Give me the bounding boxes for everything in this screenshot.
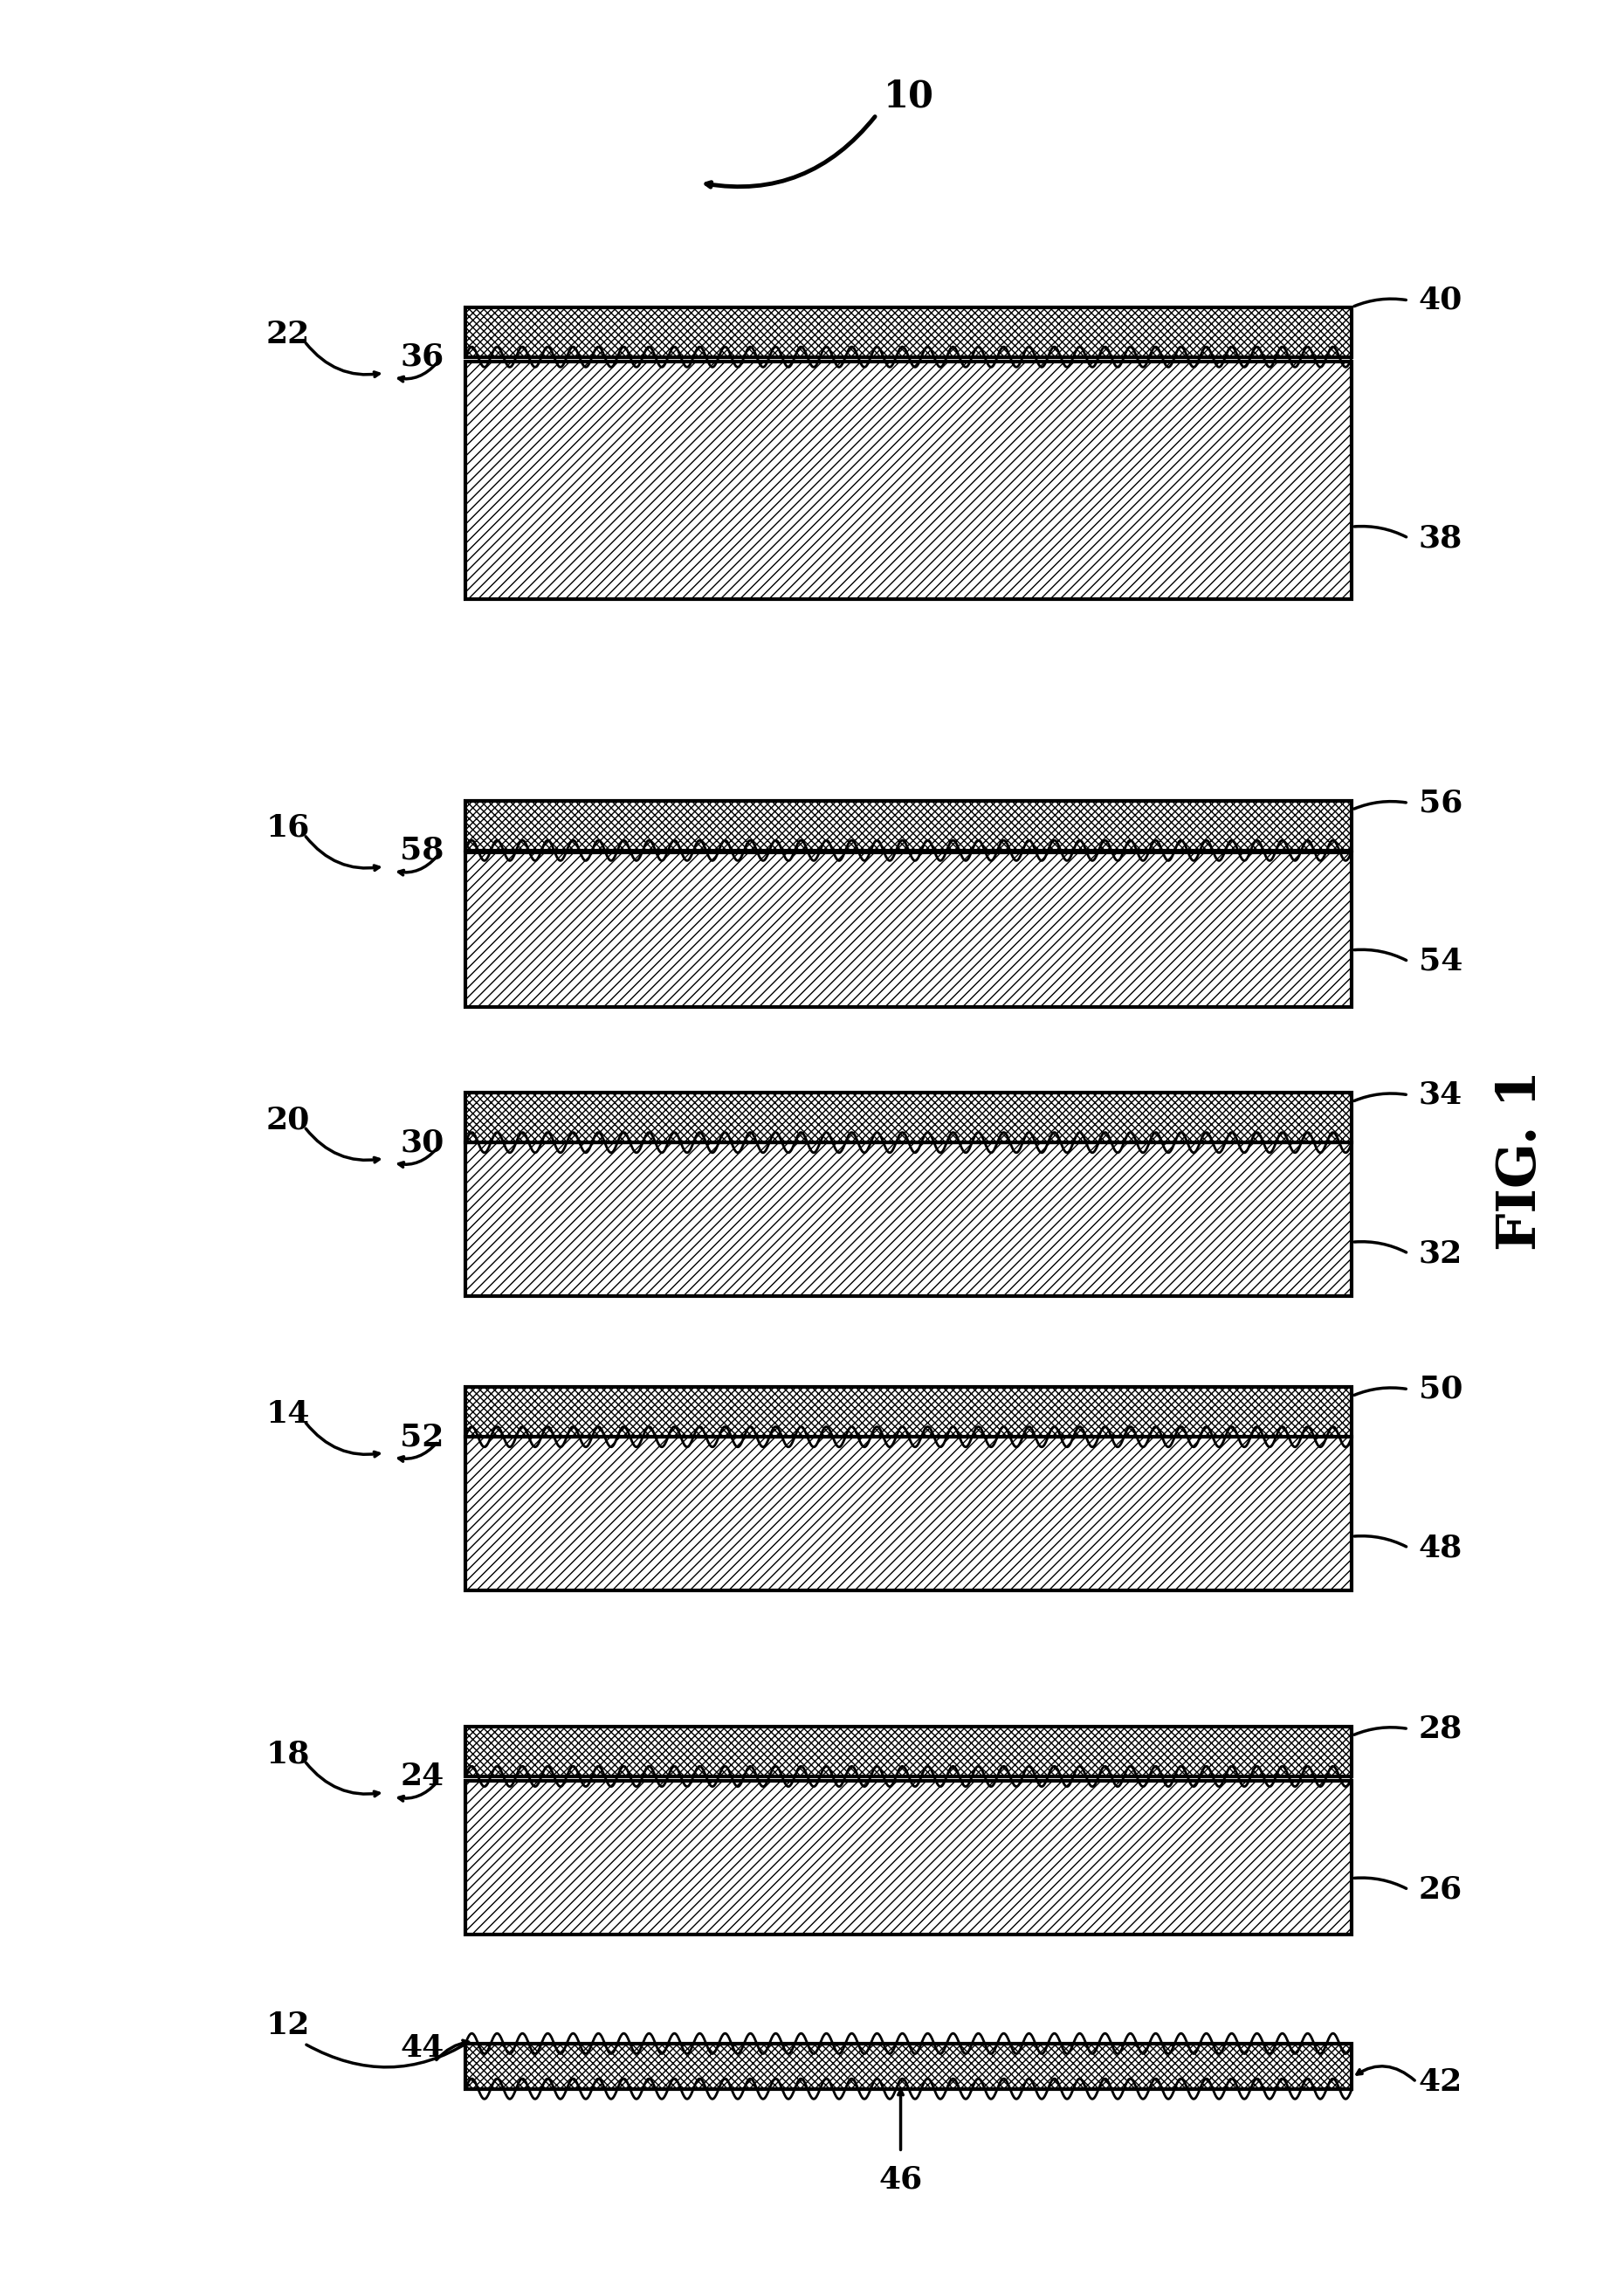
- Text: 38: 38: [1419, 523, 1463, 553]
- Text: 12: 12: [266, 2010, 310, 2039]
- Text: 18: 18: [266, 1739, 310, 1768]
- Text: 22: 22: [266, 319, 310, 348]
- Text: 46: 46: [879, 2164, 922, 2194]
- Bar: [466, 1386, 1351, 1436]
- Text: 14: 14: [266, 1400, 310, 1429]
- Text: 28: 28: [1419, 1714, 1463, 1743]
- Bar: [466, 1727, 1351, 1775]
- Bar: [466, 1092, 1351, 1143]
- Bar: [466, 362, 1351, 599]
- Bar: [466, 2044, 1351, 2089]
- Text: 24: 24: [400, 1762, 443, 1791]
- Text: 54: 54: [1419, 947, 1463, 976]
- Text: 52: 52: [400, 1422, 443, 1452]
- Text: FIG. 1: FIG. 1: [1496, 1070, 1548, 1252]
- Text: 20: 20: [266, 1106, 310, 1136]
- Text: 10: 10: [883, 77, 934, 116]
- Text: 34: 34: [1419, 1081, 1463, 1111]
- Text: 26: 26: [1419, 1875, 1463, 1905]
- Text: 42: 42: [1419, 2067, 1463, 2096]
- Bar: [466, 854, 1351, 1006]
- Text: 44: 44: [400, 2032, 443, 2062]
- Text: 50: 50: [1419, 1375, 1463, 1404]
- Text: 48: 48: [1419, 1534, 1463, 1564]
- Text: 16: 16: [266, 813, 310, 842]
- Text: 30: 30: [400, 1127, 443, 1158]
- Text: 32: 32: [1419, 1238, 1463, 1268]
- Text: 58: 58: [400, 835, 443, 865]
- Bar: [466, 1780, 1351, 1935]
- Bar: [466, 801, 1351, 851]
- Text: 36: 36: [400, 341, 443, 371]
- Bar: [466, 307, 1351, 357]
- Bar: [466, 1143, 1351, 1297]
- Text: 56: 56: [1419, 787, 1463, 817]
- Bar: [466, 1436, 1351, 1591]
- Text: 40: 40: [1419, 284, 1463, 314]
